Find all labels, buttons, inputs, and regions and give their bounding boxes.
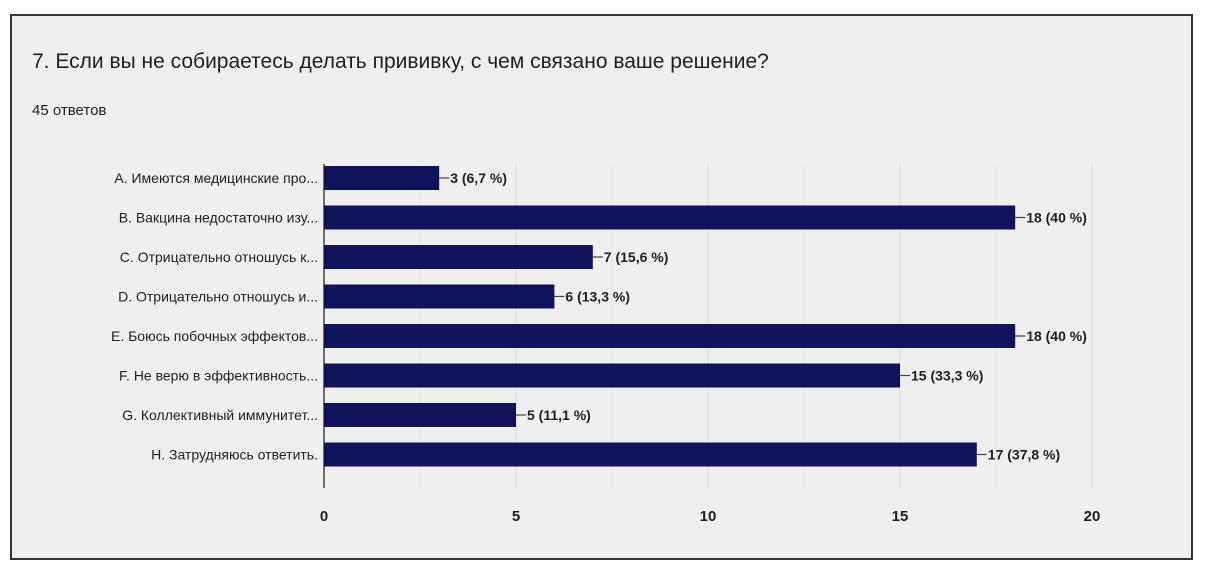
bar <box>324 363 900 388</box>
x-tick-label: 0 <box>320 508 328 525</box>
category-label: G. Коллективный иммунитет... <box>122 407 318 423</box>
data-label: 7 (15,6 %) <box>604 249 669 265</box>
x-tick-label: 20 <box>1084 508 1101 525</box>
bar <box>324 245 593 269</box>
bar <box>324 166 440 190</box>
data-label: 15 (33,3 %) <box>911 368 983 384</box>
bar <box>324 284 555 309</box>
category-label: D. Отрицательно отношусь и... <box>118 289 318 305</box>
category-label: C. Отрицательно отношусь к... <box>120 249 318 265</box>
category-label: B. Вакцина недостаточно изу... <box>119 210 318 226</box>
data-label: 18 (40 %) <box>1026 210 1087 226</box>
category-label: H. Затрудняюсь ответить. <box>151 447 318 463</box>
bar <box>324 442 977 467</box>
category-label: E. Боюсь побочных эффектов... <box>111 328 318 344</box>
data-label: 5 (11,1 %) <box>527 407 591 423</box>
question-title: 7. Если вы не собираетесь делать прививк… <box>32 50 769 73</box>
data-label: 6 (13,3 %) <box>565 289 630 305</box>
chart-card: 7. Если вы не собираетесь делать прививк… <box>10 14 1193 560</box>
x-tick-label: 10 <box>700 508 717 525</box>
response-count: 45 ответов <box>32 102 107 119</box>
data-label: 3 (6,7 %) <box>450 170 507 186</box>
bar <box>324 324 1016 348</box>
category-label: A. Имеются медицинские про... <box>114 170 318 186</box>
x-tick-label: 15 <box>892 508 909 525</box>
data-label: 17 (37,8 %) <box>988 447 1060 463</box>
bar-chart: A. Имеются медицинские про... 3 (6,7 %) B.… <box>111 164 1101 525</box>
data-label: 18 (40 %) <box>1026 328 1087 344</box>
category-label: F. Не верю в эффективность... <box>119 368 318 384</box>
bar <box>324 205 1016 230</box>
x-tick-label: 5 <box>512 508 520 525</box>
bar <box>324 403 516 427</box>
